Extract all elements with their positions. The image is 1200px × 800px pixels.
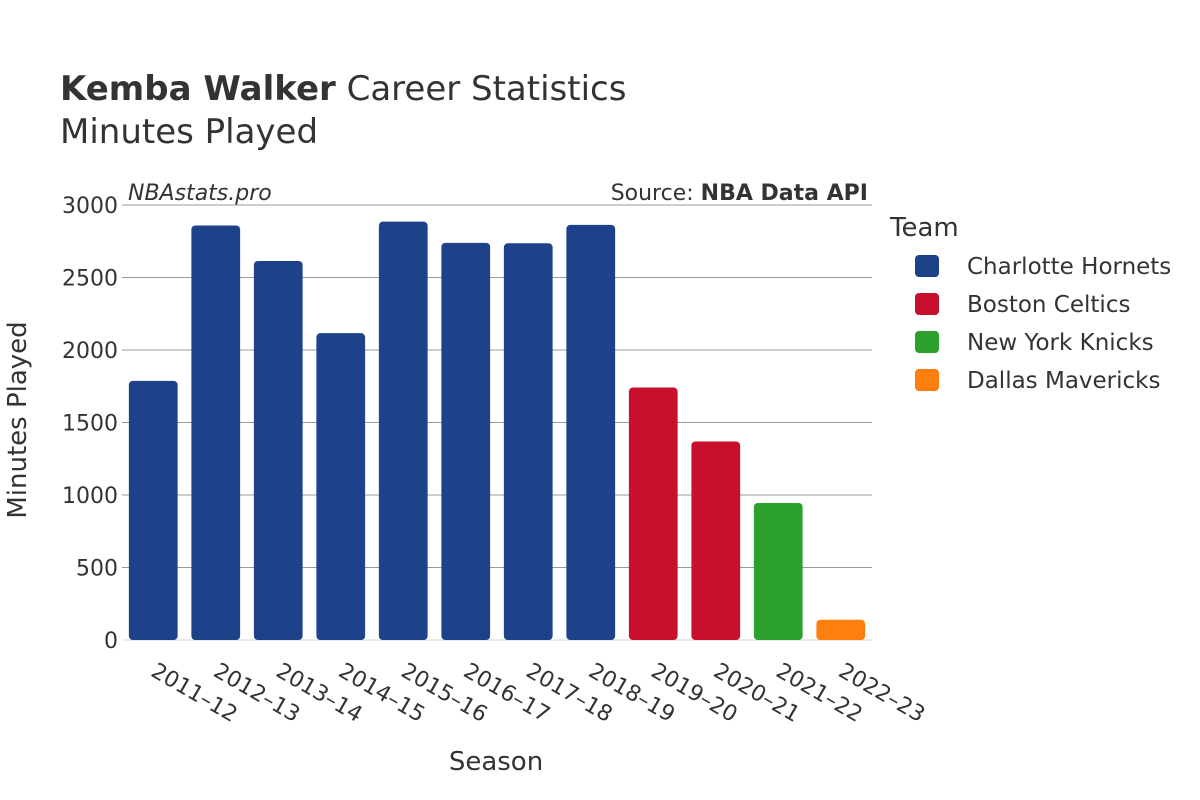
legend-swatch	[915, 331, 939, 353]
bar	[753, 502, 803, 640]
bar	[691, 441, 741, 640]
y-axis-title: Minutes Played	[3, 321, 33, 518]
bar	[316, 333, 366, 640]
bar	[128, 380, 178, 640]
legend-swatch	[915, 293, 939, 315]
source-name: NBA Data API	[701, 181, 868, 206]
y-tick-label: 2500	[62, 267, 118, 292]
gridlines	[122, 204, 872, 641]
title-rest: Career Statistics	[336, 69, 627, 109]
bars	[128, 221, 866, 641]
chart-subtitle: Minutes Played	[60, 112, 318, 152]
legend-label: Boston Celtics	[967, 292, 1130, 318]
legend-swatch	[915, 255, 939, 277]
y-tick-label: 1500	[62, 412, 118, 437]
bar	[503, 243, 553, 640]
legend-swatch	[915, 369, 939, 391]
legend-title: Team	[889, 213, 959, 243]
y-tick-label: 0	[104, 629, 118, 654]
chart-title: Kemba Walker Career Statistics	[60, 69, 626, 109]
source-credit: Source: NBA Data API	[611, 181, 868, 206]
bar	[378, 221, 428, 641]
legend: Charlotte Hornets Boston Celtics New York …	[915, 254, 1171, 394]
legend-label: New York Knicks	[967, 330, 1154, 356]
legend-label: Dallas Mavericks	[967, 368, 1160, 394]
bar	[566, 224, 616, 641]
bar	[191, 225, 241, 640]
y-tick-label: 2000	[62, 339, 118, 364]
x-axis-ticks: 2011–122012–132013–142014–152015–162016–…	[147, 659, 929, 728]
bar	[816, 619, 866, 640]
y-tick-label: 3000	[62, 194, 118, 219]
bar	[628, 387, 678, 640]
x-axis-title: Season	[449, 747, 543, 777]
bar	[441, 242, 491, 640]
y-tick-label: 1000	[62, 484, 118, 509]
source-prefix: Source:	[611, 181, 701, 206]
watermark: NBAstats.pro	[128, 181, 272, 206]
y-tick-label: 500	[76, 557, 118, 582]
y-axis-ticks: 0 500 1000 1500 2000 2500 3000	[62, 194, 118, 654]
bar	[253, 260, 303, 640]
player-name: Kemba Walker	[60, 69, 336, 109]
legend-label: Charlotte Hornets	[967, 254, 1171, 280]
